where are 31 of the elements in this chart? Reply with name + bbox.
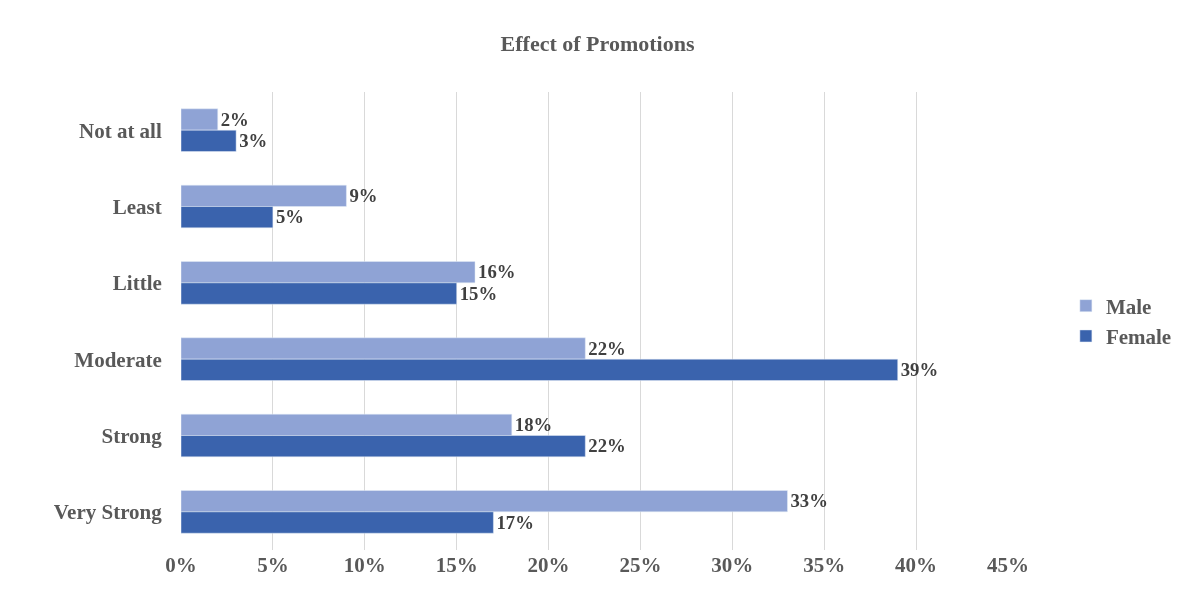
x-tick-label: 5% xyxy=(257,553,289,577)
y-tick-label: Not at all xyxy=(78,118,162,143)
x-tick-label: 45% xyxy=(987,553,1029,577)
data-label: 17% xyxy=(496,511,534,533)
x-tick-label: 40% xyxy=(895,553,938,577)
x-tick-label: 0% xyxy=(165,553,197,577)
data-label: 3% xyxy=(239,130,268,152)
data-label: 22% xyxy=(588,337,626,359)
y-tick-label: Moderate xyxy=(74,347,162,372)
data-label: 39% xyxy=(900,359,939,381)
x-tick-label: 30% xyxy=(711,553,754,577)
data-label: 9% xyxy=(349,185,378,207)
data-label: 18% xyxy=(514,414,553,436)
data-label: 33% xyxy=(790,490,828,512)
y-tick-label: Very Strong xyxy=(53,500,163,525)
data-label: 22% xyxy=(588,435,626,457)
x-tick-label: 35% xyxy=(803,553,846,577)
data-label: 2% xyxy=(220,108,249,130)
x-tick-label: 10% xyxy=(343,553,386,577)
y-tick-label: Least xyxy=(112,194,162,219)
data-label: 5% xyxy=(275,206,304,228)
y-tick-label: Strong xyxy=(101,423,163,448)
y-tick-label: Little xyxy=(112,271,162,296)
x-tick-label: 25% xyxy=(619,553,662,577)
data-label: 15% xyxy=(459,282,498,304)
chart-title: Effect of Promotions xyxy=(500,30,695,56)
data-label: 16% xyxy=(478,261,516,283)
x-tick-label: 20% xyxy=(527,553,570,577)
x-tick-label: 15% xyxy=(435,553,478,577)
legend-label: Female xyxy=(1105,325,1172,350)
legend-label: Male xyxy=(1105,294,1152,319)
